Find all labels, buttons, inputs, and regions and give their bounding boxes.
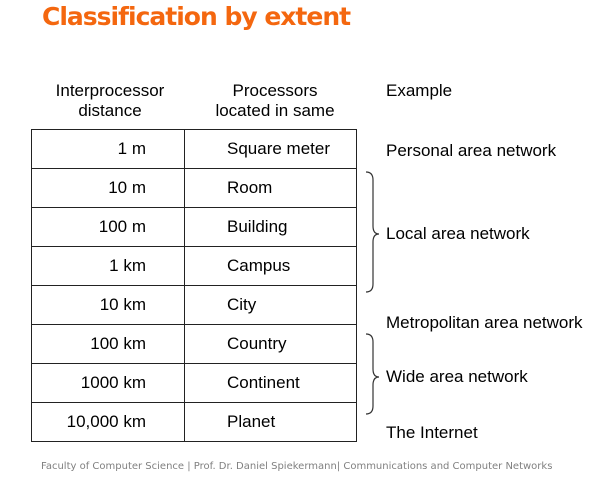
distance-cell: 10,000 km xyxy=(31,402,185,442)
wan-brace-icon xyxy=(365,333,380,415)
header-located: Processors located in same xyxy=(200,81,350,121)
example-wan: Wide area network xyxy=(386,367,528,386)
header-located-line2: located in same xyxy=(215,101,335,120)
table-row: 100 m Building xyxy=(31,207,357,247)
header-distance-line2: distance xyxy=(78,101,142,120)
example-lan: Local area network xyxy=(386,224,530,243)
header-distance-line1: Interprocessor xyxy=(55,81,165,100)
extent-table: 1 m Square meter 10 m Room 100 m Building 1 km… xyxy=(31,129,357,442)
example-pan: Personal area network xyxy=(386,141,557,160)
table-row: 1 km Campus xyxy=(31,246,357,286)
located-cell: Building xyxy=(184,207,357,247)
located-cell: Planet xyxy=(184,402,357,442)
table-row: 10,000 km Planet xyxy=(31,402,357,442)
header-example: Example xyxy=(386,81,453,100)
table-row: 100 km Country xyxy=(31,324,357,364)
example-internet: The Internet xyxy=(386,423,478,442)
distance-cell: 10 m xyxy=(31,168,185,208)
distance-cell: 1 m xyxy=(31,129,185,169)
slide-title: Classification by extent xyxy=(42,2,351,31)
distance-cell: 100 m xyxy=(31,207,185,247)
located-cell: City xyxy=(184,285,357,325)
lan-brace-icon xyxy=(365,171,380,293)
header-distance: Interprocessor distance xyxy=(44,81,176,121)
header-located-line1: Processors xyxy=(232,81,318,100)
footer: Faculty of Computer Science | Prof. Dr. … xyxy=(41,461,553,472)
located-cell: Country xyxy=(184,324,357,364)
example-man: Metropolitan area network xyxy=(386,313,583,332)
located-cell: Campus xyxy=(184,246,357,286)
table-row: 1 m Square meter xyxy=(31,129,357,169)
located-cell: Continent xyxy=(184,363,357,403)
